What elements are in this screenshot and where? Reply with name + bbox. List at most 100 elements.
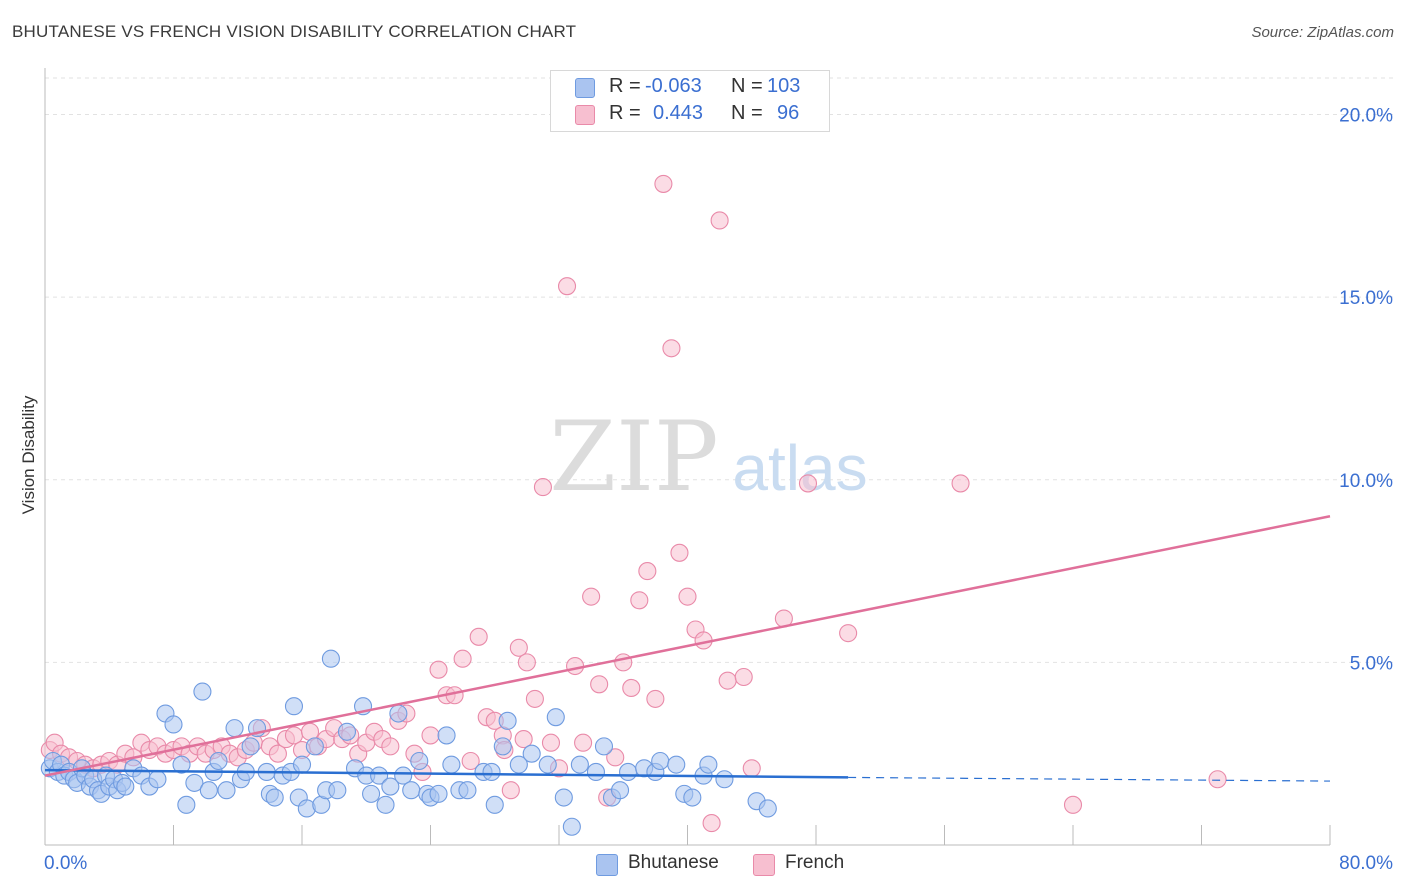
french-point bbox=[469, 627, 488, 646]
french-point bbox=[533, 478, 552, 497]
french-point bbox=[566, 656, 585, 676]
french-point bbox=[670, 543, 689, 562]
axes bbox=[44, 68, 1331, 846]
tick-labels: 5.0% 10.0% 15.0% 20.0% 0.0% 80.0% bbox=[44, 106, 1393, 874]
bhutanese-point bbox=[482, 762, 501, 782]
bhutanese-point bbox=[225, 719, 244, 738]
bhutanese-point bbox=[715, 770, 734, 789]
french-point bbox=[1063, 795, 1083, 814]
bhutanese-point bbox=[546, 708, 565, 727]
bhutanese-point bbox=[164, 715, 183, 734]
french-point bbox=[734, 667, 753, 687]
chart-title: BHUTANESE VS FRENCH VISION DISABILITY CO… bbox=[12, 22, 577, 41]
french-point bbox=[798, 474, 818, 493]
x-tick-label: 80.0% bbox=[1339, 853, 1393, 874]
bhutanese-point bbox=[381, 777, 400, 796]
bhutanese-point bbox=[209, 751, 228, 771]
french-point bbox=[638, 562, 657, 581]
y-tick-label: 10.0% bbox=[1339, 471, 1393, 492]
french-point bbox=[630, 591, 649, 610]
french-point bbox=[622, 678, 641, 697]
bhutanese-point bbox=[370, 766, 389, 785]
bhutanese-trend-line bbox=[44, 768, 849, 779]
bhutanese-point bbox=[389, 704, 408, 723]
bhutanese-point bbox=[562, 817, 581, 836]
bhutanese-point bbox=[172, 755, 191, 774]
bhutanese-point bbox=[458, 781, 477, 800]
bhutanese-point bbox=[337, 722, 357, 741]
bhutanese-point bbox=[651, 751, 670, 771]
legend-n-value: 103 bbox=[767, 75, 801, 97]
bhutanese-point bbox=[199, 781, 218, 800]
bhutanese-point bbox=[217, 781, 236, 800]
y-axis-label: Vision Disability bbox=[19, 395, 38, 514]
french-point bbox=[839, 624, 858, 643]
legend-n-value: 96 bbox=[777, 102, 800, 124]
watermark-atlas: atlas bbox=[732, 432, 867, 504]
french-point bbox=[582, 587, 601, 606]
bhutanese-point bbox=[177, 795, 196, 814]
bhutanese-point bbox=[193, 682, 212, 701]
legend-n-label: N = bbox=[731, 75, 763, 97]
french-trend-line bbox=[44, 515, 1331, 777]
french-point bbox=[646, 689, 665, 708]
legend-swatch-french bbox=[575, 105, 595, 125]
watermark-zip: ZIP bbox=[549, 401, 718, 513]
bhutanese-point bbox=[522, 744, 541, 763]
bhutanese-point bbox=[699, 755, 718, 774]
french-point bbox=[509, 638, 528, 657]
french-point bbox=[662, 339, 681, 358]
bhutanese-point bbox=[305, 737, 324, 756]
bhutanese-point bbox=[442, 755, 461, 774]
legend-r-value: 0.443 bbox=[653, 102, 704, 124]
french-point bbox=[514, 730, 533, 749]
french-point bbox=[742, 759, 761, 778]
bottom-legend-swatch-french bbox=[753, 854, 775, 876]
french-point bbox=[429, 660, 448, 679]
bhutanese-point bbox=[570, 755, 589, 774]
french-point bbox=[574, 733, 593, 752]
bhutanese-point bbox=[410, 751, 429, 771]
legend-r-label: R = bbox=[609, 75, 641, 97]
bhutanese-point bbox=[485, 795, 504, 814]
french-point bbox=[702, 814, 721, 833]
legend-n-label: N = bbox=[731, 102, 763, 124]
bhutanese-point bbox=[758, 799, 777, 818]
trend-lines bbox=[44, 515, 1331, 782]
correlation-legend: R = -0.063 N = 103 R = 0.443 N = 96 bbox=[550, 70, 830, 132]
bhutanese-point bbox=[376, 795, 395, 814]
french-point bbox=[678, 587, 697, 606]
french-point bbox=[710, 211, 729, 230]
bhutanese-point bbox=[610, 781, 630, 800]
legend-r-value: -0.063 bbox=[645, 75, 702, 97]
french-point bbox=[268, 744, 287, 763]
french-point bbox=[517, 653, 536, 672]
legend-r-label: R = bbox=[609, 102, 641, 124]
bhutanese-point bbox=[429, 784, 448, 803]
french-point bbox=[557, 277, 577, 296]
bhutanese-point bbox=[321, 649, 340, 668]
french-point bbox=[525, 689, 544, 708]
french-point bbox=[453, 649, 472, 668]
french-point bbox=[606, 748, 625, 767]
bhutanese-point bbox=[498, 711, 517, 730]
bhutanese-point bbox=[402, 781, 421, 800]
y-tick-label: 15.0% bbox=[1339, 288, 1393, 309]
bhutanese-trend-extension bbox=[848, 776, 1331, 782]
french-point bbox=[1208, 770, 1227, 789]
legend-swatch-bhutanese bbox=[575, 78, 595, 98]
french-point bbox=[614, 653, 633, 672]
bhutanese-point bbox=[594, 737, 614, 756]
y-tick-label: 20.0% bbox=[1339, 106, 1393, 127]
bottom-legend-swatch-bhutanese bbox=[596, 854, 618, 876]
french-point bbox=[951, 474, 970, 493]
bhutanese-point bbox=[437, 726, 456, 745]
x-tick-label: 0.0% bbox=[44, 853, 87, 874]
french-point bbox=[718, 671, 737, 690]
bhutanese-point bbox=[683, 788, 702, 807]
bhutanese-point bbox=[493, 737, 512, 756]
french-point bbox=[590, 675, 609, 694]
french-point bbox=[654, 174, 673, 193]
bhutanese-point bbox=[116, 777, 135, 796]
